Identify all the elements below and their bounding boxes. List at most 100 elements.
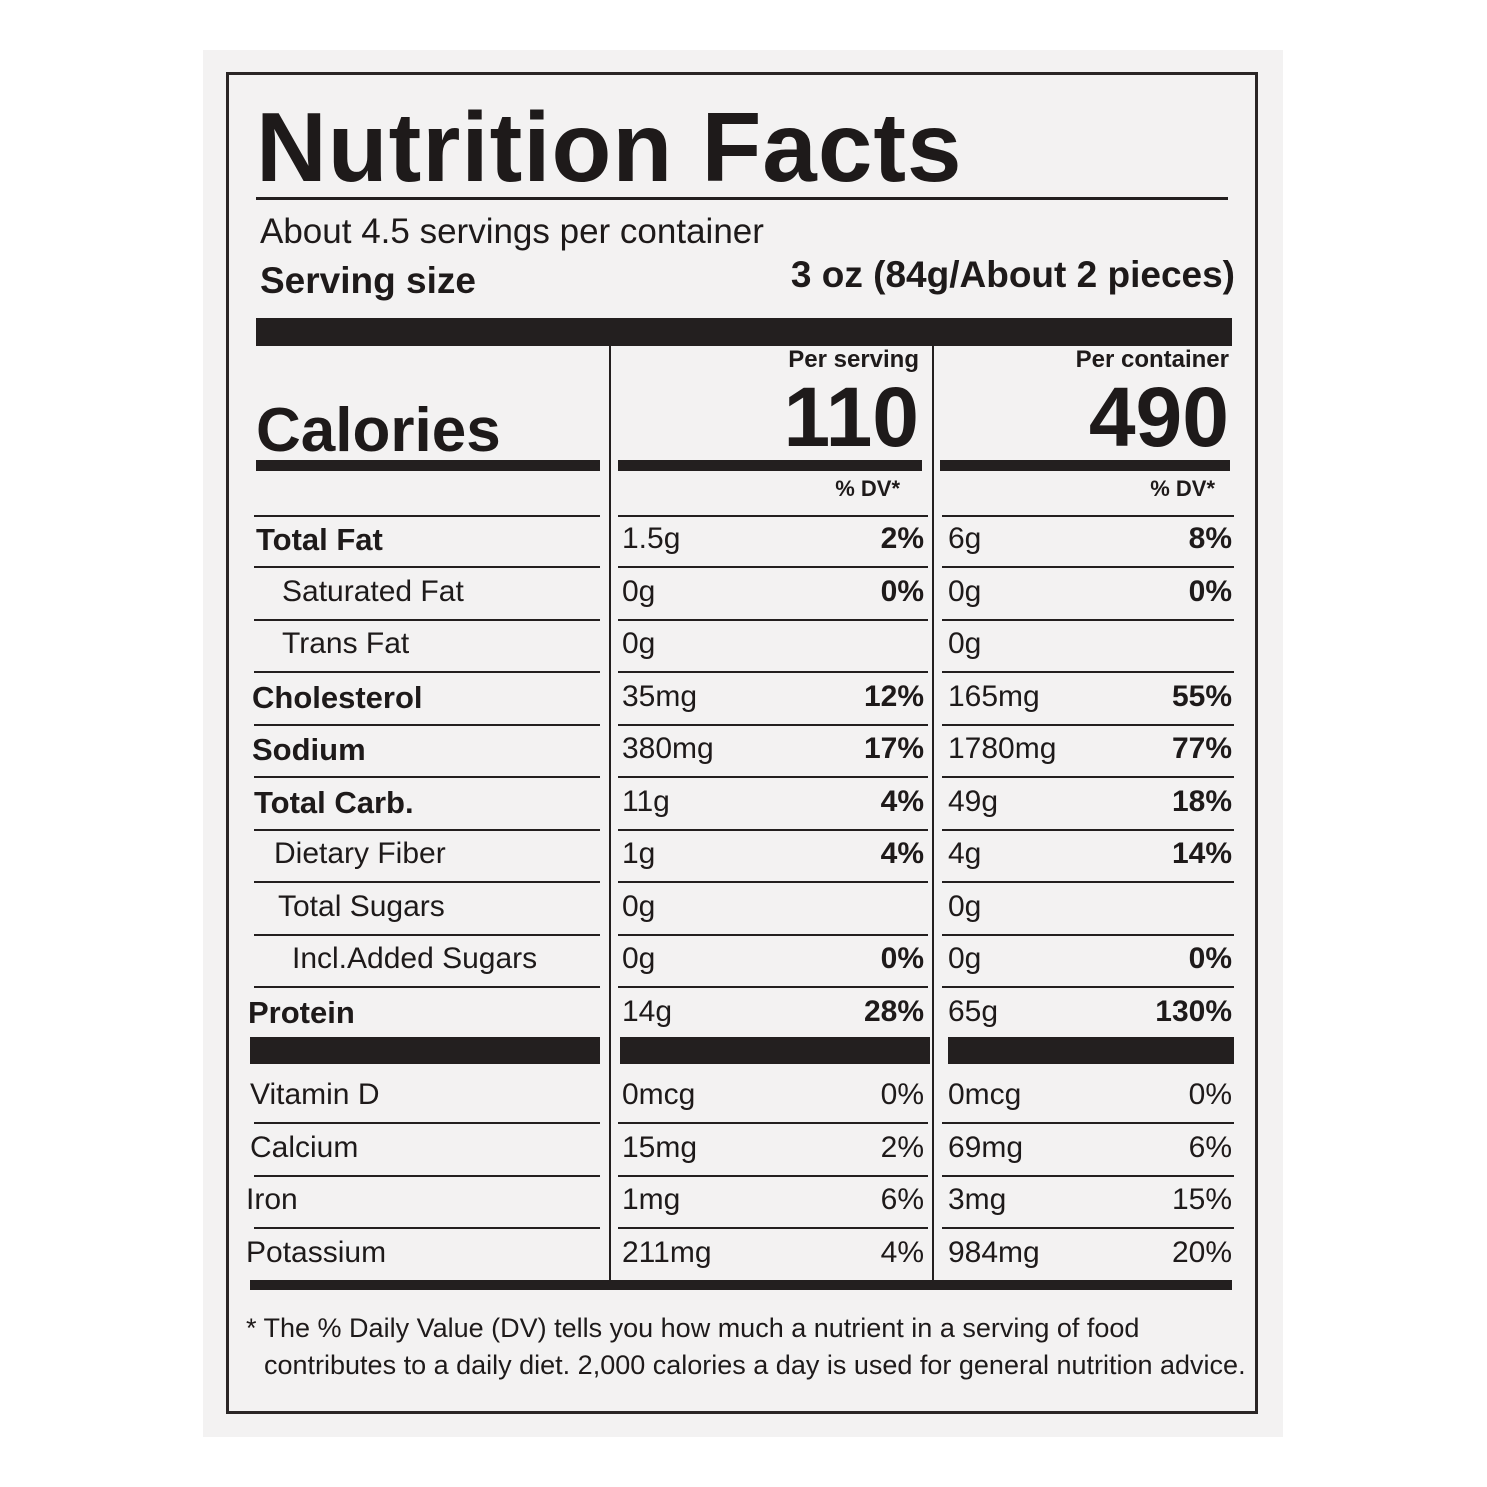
calories-per-serving: 110 — [783, 370, 919, 464]
per-serving-header: Per serving — [788, 346, 919, 373]
row-rule — [942, 1174, 1234, 1177]
container-amount: 69mg — [948, 1130, 1024, 1164]
row-rule — [618, 828, 928, 831]
row-rule — [254, 986, 600, 988]
container-dv: 18% — [1171, 784, 1232, 818]
container-dv: 8% — [1188, 522, 1232, 555]
row-rule — [254, 723, 600, 726]
nutrient-name: Total Carb. — [254, 784, 414, 820]
nutrient-name: Protein — [248, 994, 355, 1030]
row-rule — [942, 828, 1234, 831]
per-container-header: Per container — [1075, 346, 1229, 373]
row-rule — [254, 881, 600, 883]
row-rule — [254, 776, 600, 778]
serving-dv: 4% — [880, 1235, 924, 1269]
nutrient-name: Incl.Added Sugars — [292, 942, 538, 975]
calories-rule — [618, 460, 922, 471]
row-rule — [618, 671, 928, 673]
serving-dv: 0% — [880, 574, 924, 608]
container-dv: 15% — [1171, 1183, 1232, 1216]
row-rule — [618, 515, 928, 517]
serving-amount: 15mg — [622, 1130, 698, 1164]
nutrient-name: Trans Fat — [282, 627, 410, 660]
calories-per-container: 490 — [1088, 370, 1229, 464]
thick-rule — [948, 1037, 1234, 1064]
thick-rule — [256, 318, 1232, 346]
row-rule — [254, 515, 600, 517]
footnote: contributes to a daily diet. 2,000 calor… — [264, 1350, 1246, 1380]
serving-amount: 1.5g — [622, 522, 681, 555]
serving-amount: 0g — [622, 889, 656, 923]
serving-amount: 1mg — [622, 1183, 681, 1216]
thick-rule — [620, 1037, 930, 1064]
container-amount: 0g — [948, 627, 982, 660]
container-amount: 65g — [948, 994, 999, 1028]
nutrient-name: Saturated Fat — [282, 574, 464, 608]
serving-dv: 2% — [880, 522, 924, 555]
serving-amount: 14g — [622, 994, 673, 1028]
row-rule — [942, 566, 1234, 568]
row-rule — [618, 618, 928, 621]
container-amount: 165mg — [948, 679, 1040, 713]
container-amount: 6g — [948, 522, 982, 555]
row-rule — [618, 1174, 928, 1177]
row-rule — [942, 723, 1234, 726]
row-rule — [942, 933, 1234, 936]
serving-amount: 0g — [622, 627, 656, 660]
dv-header: % DV* — [835, 476, 900, 501]
row-rule — [942, 986, 1234, 988]
rule — [256, 197, 1228, 200]
serving-dv: 28% — [863, 994, 924, 1028]
label-background — [203, 50, 1283, 1437]
container-dv: 20% — [1171, 1235, 1232, 1269]
container-amount: 984mg — [948, 1235, 1040, 1269]
row-rule — [942, 1227, 1234, 1229]
serving-size-label: Serving size — [260, 260, 476, 301]
nutrient-name: Cholesterol — [252, 679, 423, 715]
title: Nutrition Facts — [256, 92, 963, 202]
row-rule — [942, 671, 1234, 673]
nutrient-name: Total Sugars — [278, 889, 445, 923]
row-rule — [942, 881, 1234, 883]
row-rule — [254, 1227, 600, 1229]
row-rule — [254, 618, 600, 621]
container-dv: 14% — [1171, 837, 1232, 870]
container-amount: 0mcg — [948, 1078, 1022, 1111]
serving-amount: 1g — [622, 837, 656, 870]
row-rule — [942, 618, 1234, 621]
serving-dv: 4% — [880, 837, 924, 870]
serving-amount: 380mg — [622, 732, 714, 765]
container-amount: 4g — [948, 837, 982, 870]
column-divider — [609, 346, 611, 1280]
row-rule — [942, 776, 1234, 778]
serving-size-value: 3 oz (84g/About 2 pieces) — [790, 254, 1235, 295]
row-rule — [254, 1174, 600, 1177]
row-rule — [618, 566, 928, 568]
serving-amount: 0g — [622, 574, 656, 608]
serving-amount: 35mg — [622, 679, 698, 713]
nutrient-name: Vitamin D — [250, 1078, 380, 1111]
nutrient-name: Dietary Fiber — [274, 837, 446, 870]
row-rule — [618, 986, 928, 988]
serving-dv: 4% — [880, 784, 924, 818]
container-amount: 0g — [948, 889, 982, 923]
container-amount: 49g — [948, 784, 999, 818]
row-rule — [618, 933, 928, 936]
row-rule — [942, 515, 1234, 517]
container-dv: 0% — [1188, 942, 1232, 975]
nutrient-name: Sodium — [252, 732, 366, 767]
serving-dv: 17% — [863, 732, 924, 765]
nutrient-name: Potassium — [246, 1235, 387, 1269]
container-dv: 130% — [1155, 994, 1232, 1028]
row-rule — [618, 1122, 928, 1124]
label-border — [226, 72, 1258, 1414]
container-dv: 0% — [1188, 1078, 1232, 1111]
thick-rule — [250, 1280, 1232, 1290]
container-amount: 3mg — [948, 1183, 1007, 1216]
serving-dv: 12% — [863, 679, 924, 713]
container-amount: 0g — [948, 942, 982, 975]
calories-label: Calories — [256, 396, 501, 465]
row-rule — [254, 933, 600, 936]
row-rule — [618, 881, 928, 883]
